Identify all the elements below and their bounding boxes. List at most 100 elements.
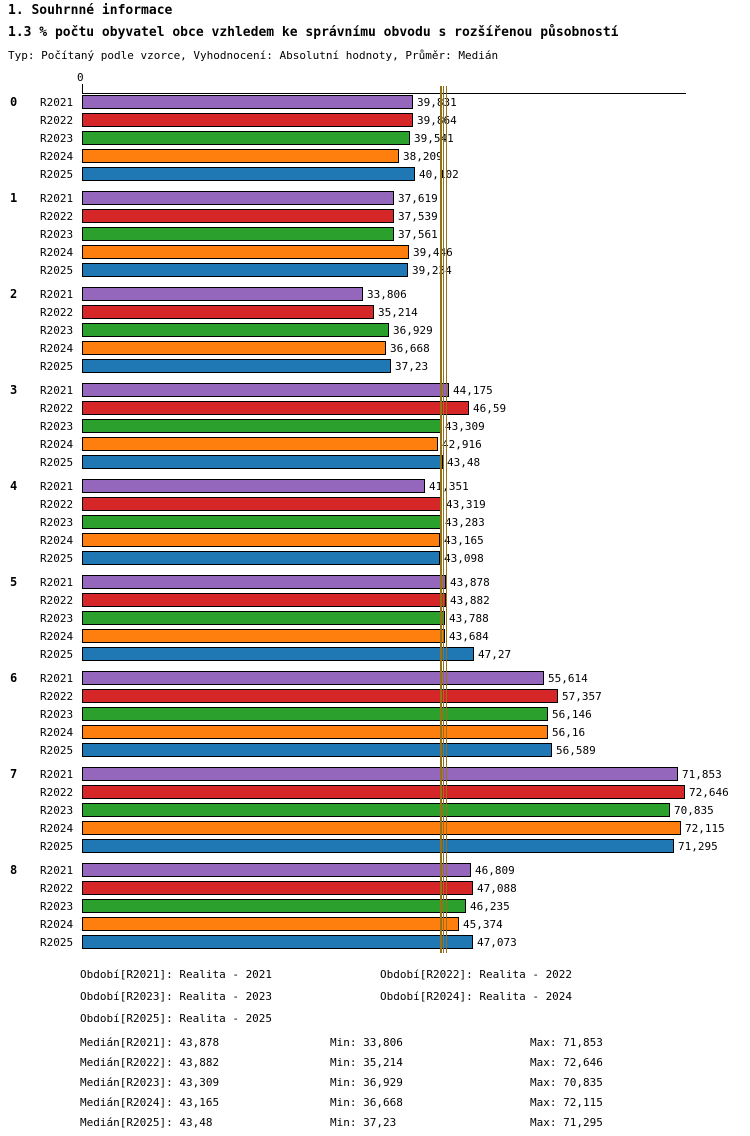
bar-R2025-group-6: [82, 743, 552, 757]
series-label: R2024: [40, 726, 74, 739]
stat-max: Max: 70,835: [530, 1076, 603, 1089]
bar-value-label: 43,882: [450, 594, 490, 607]
bar-value-label: 56,146: [552, 708, 592, 721]
series-label: R2023: [40, 228, 74, 241]
legend-item: Období[R2024]: Realita - 2024: [380, 990, 573, 1003]
category-label: 5: [10, 575, 18, 589]
x-axis-line: [82, 93, 686, 94]
bar-value-label: 46,809: [475, 864, 515, 877]
bar-R2024-group-5: [82, 629, 445, 643]
series-label: R2025: [40, 648, 74, 661]
stat-min: Min: 33,806: [330, 1036, 403, 1049]
series-label: R2021: [40, 192, 74, 205]
series-label: R2023: [40, 900, 74, 913]
x-axis-tick: [82, 84, 83, 93]
bar-value-label: 43,319: [446, 498, 486, 511]
bar-R2023-group-6: [82, 707, 548, 721]
bar-R2024-group-1: [82, 245, 409, 259]
series-label: R2025: [40, 936, 74, 949]
report-meta: Typ: Počítaný podle vzorce, Vyhodnocení:…: [8, 49, 499, 62]
stat-median: Medián[R2023]: 43,309: [80, 1076, 220, 1089]
series-label: R2021: [40, 96, 74, 109]
bar-R2025-group-0: [82, 167, 415, 181]
bar-value-label: 57,357: [562, 690, 602, 703]
stat-max: Max: 72,646: [530, 1056, 603, 1069]
series-label: R2023: [40, 708, 74, 721]
bar-R2023-group-4: [82, 515, 441, 529]
bar-value-label: 39,831: [417, 96, 457, 109]
series-label: R2024: [40, 438, 74, 451]
bar-value-label: 46,59: [473, 402, 507, 415]
series-label: R2023: [40, 420, 74, 433]
bar-value-label: 39,541: [414, 132, 454, 145]
bar-value-label: 36,929: [393, 324, 433, 337]
bar-value-label: 43,48: [447, 456, 481, 469]
bar-R2023-group-8: [82, 899, 466, 913]
bar-R2025-group-3: [82, 455, 443, 469]
series-label: R2021: [40, 672, 74, 685]
series-label: R2024: [40, 150, 74, 163]
category-label: 7: [10, 767, 18, 781]
report-subtitle: 1.3 % počtu obyvatel obce vzhledem ke sp…: [8, 25, 619, 40]
report-title: 1. Souhrnné informace: [8, 3, 173, 18]
series-label: R2022: [40, 402, 74, 415]
bar-value-label: 47,073: [477, 936, 517, 949]
category-label: 0: [10, 95, 18, 109]
bar-R2022-group-2: [82, 305, 374, 319]
bar-R2023-group-7: [82, 803, 670, 817]
bar-value-label: 40,102: [419, 168, 459, 181]
bar-R2022-group-7: [82, 785, 685, 799]
bar-R2024-group-8: [82, 917, 459, 931]
series-label: R2021: [40, 864, 74, 877]
bar-R2025-group-2: [82, 359, 391, 373]
bar-R2021-group-8: [82, 863, 471, 877]
stat-median: Medián[R2025]: 43,48: [80, 1116, 213, 1129]
stat-min: Min: 36,668: [330, 1096, 403, 1109]
series-label: R2023: [40, 516, 74, 529]
category-label: 4: [10, 479, 18, 493]
category-label: 8: [10, 863, 18, 877]
median-line-R2023: [441, 86, 442, 953]
series-label: R2025: [40, 456, 74, 469]
stat-max: Max: 71,295: [530, 1116, 603, 1129]
series-label: R2025: [40, 552, 74, 565]
bar-R2021-group-3: [82, 383, 449, 397]
stat-median: Medián[R2022]: 43,882: [80, 1056, 220, 1069]
bar-R2022-group-1: [82, 209, 394, 223]
series-label: R2022: [40, 594, 74, 607]
series-label: R2023: [40, 612, 74, 625]
bar-value-label: 46,235: [470, 900, 510, 913]
stat-min: Min: 36,929: [330, 1076, 403, 1089]
stat-max: Max: 72,115: [530, 1096, 603, 1109]
series-label: R2022: [40, 210, 74, 223]
bar-value-label: 37,539: [398, 210, 438, 223]
series-label: R2024: [40, 822, 74, 835]
bar-value-label: 43,098: [444, 552, 484, 565]
bar-R2021-group-5: [82, 575, 446, 589]
series-label: R2023: [40, 132, 74, 145]
bar-R2022-group-8: [82, 881, 473, 895]
series-label: R2021: [40, 576, 74, 589]
bar-R2021-group-6: [82, 671, 544, 685]
bar-R2023-group-3: [82, 419, 441, 433]
bar-R2022-group-3: [82, 401, 469, 415]
legend-item: Období[R2022]: Realita - 2022: [380, 968, 573, 981]
bar-value-label: 45,374: [463, 918, 503, 931]
bar-R2024-group-4: [82, 533, 440, 547]
series-label: R2022: [40, 882, 74, 895]
stat-min: Min: 35,214: [330, 1056, 403, 1069]
bar-value-label: 35,214: [378, 306, 418, 319]
bar-R2023-group-0: [82, 131, 410, 145]
bar-value-label: 72,646: [689, 786, 729, 799]
series-label: R2021: [40, 768, 74, 781]
series-label: R2022: [40, 306, 74, 319]
legend-item: Období[R2021]: Realita - 2021: [80, 968, 273, 981]
stat-median: Medián[R2024]: 43,165: [80, 1096, 220, 1109]
category-label: 2: [10, 287, 18, 301]
bar-R2021-group-4: [82, 479, 425, 493]
bar-R2023-group-1: [82, 227, 394, 241]
series-label: R2021: [40, 288, 74, 301]
x-axis-zero-label: 0: [77, 71, 84, 84]
bar-value-label: 47,27: [478, 648, 512, 661]
